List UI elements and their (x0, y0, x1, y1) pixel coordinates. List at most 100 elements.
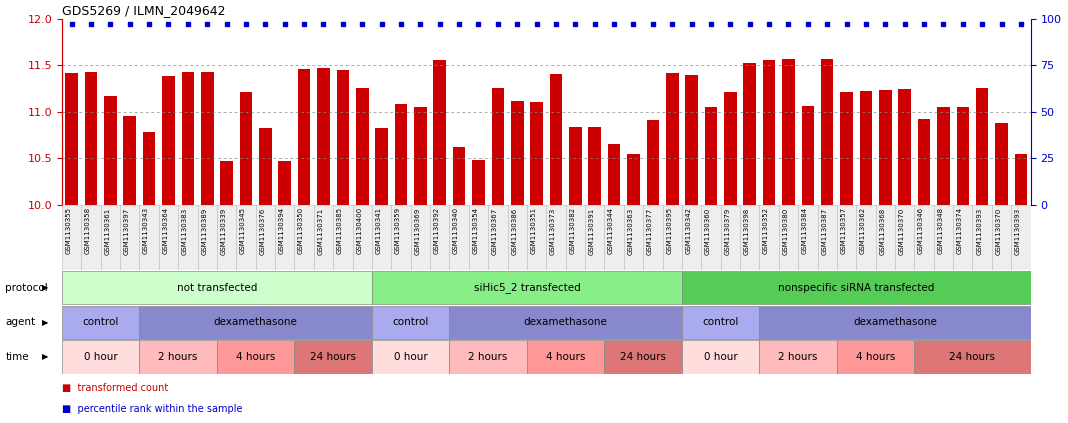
Text: control: control (392, 317, 429, 327)
Text: 0 hour: 0 hour (394, 352, 427, 362)
Text: GSM1130343: GSM1130343 (143, 207, 150, 255)
Text: siHic5_2 transfected: siHic5_2 transfected (473, 282, 580, 293)
Text: GSM1130387: GSM1130387 (821, 207, 828, 255)
Bar (531, 102, 543, 205)
Bar (491, 88, 504, 205)
Bar (472, 160, 485, 205)
Bar (681, 205, 702, 270)
Bar (724, 92, 737, 205)
Bar (120, 205, 140, 270)
Text: 4 hours: 4 hours (855, 352, 895, 362)
Bar (450, 306, 681, 339)
Bar (898, 89, 911, 205)
Text: ■  transformed count: ■ transformed count (62, 383, 168, 393)
Text: dexamethasone: dexamethasone (214, 317, 298, 327)
Bar (957, 107, 969, 205)
Text: GSM1130391: GSM1130391 (588, 207, 595, 255)
Bar (239, 92, 252, 205)
Text: 4 hours: 4 hours (236, 352, 276, 362)
Bar (627, 154, 640, 205)
Bar (604, 205, 624, 270)
Text: GSM1130345: GSM1130345 (240, 207, 246, 254)
Bar (260, 129, 271, 205)
Bar (681, 271, 1031, 304)
Bar (686, 75, 697, 205)
Bar (217, 205, 236, 270)
Text: GDS5269 / ILMN_2049642: GDS5269 / ILMN_2049642 (62, 5, 225, 17)
Bar (662, 205, 681, 270)
Text: GSM1130393: GSM1130393 (976, 207, 983, 255)
Text: GSM1130398: GSM1130398 (743, 207, 750, 255)
Bar (624, 205, 643, 270)
Text: GSM1130392: GSM1130392 (434, 207, 440, 255)
Text: ■  percentile rank within the sample: ■ percentile rank within the sample (62, 404, 242, 415)
Bar (450, 341, 527, 374)
Bar (1011, 205, 1031, 270)
Bar (779, 205, 798, 270)
Bar (62, 205, 81, 270)
Bar (469, 205, 488, 270)
Text: GSM1130348: GSM1130348 (938, 207, 943, 255)
Bar (782, 59, 795, 205)
Text: 24 hours: 24 hours (949, 352, 995, 362)
Text: GSM1130342: GSM1130342 (686, 207, 692, 254)
Text: GSM1130370: GSM1130370 (898, 207, 905, 255)
Text: GSM1130354: GSM1130354 (472, 207, 478, 254)
Text: dexamethasone: dexamethasone (523, 317, 608, 327)
Bar (84, 71, 97, 205)
Bar (681, 306, 759, 339)
Bar (395, 104, 407, 205)
Bar (356, 88, 368, 205)
Bar (124, 116, 136, 205)
Text: GSM1130383: GSM1130383 (182, 207, 188, 255)
Bar (608, 144, 621, 205)
Text: agent: agent (5, 317, 35, 327)
Bar (217, 341, 295, 374)
Text: GSM1130384: GSM1130384 (802, 207, 807, 255)
Text: nonspecific siRNA transfected: nonspecific siRNA transfected (779, 283, 934, 293)
Bar (372, 271, 681, 304)
Text: GSM1130374: GSM1130374 (957, 207, 963, 255)
Bar (333, 205, 352, 270)
Bar (666, 73, 678, 205)
Bar (860, 91, 873, 205)
Bar (973, 205, 992, 270)
Bar (604, 341, 681, 374)
Bar (140, 306, 372, 339)
Bar (434, 60, 446, 205)
Text: GSM1130358: GSM1130358 (85, 207, 91, 255)
Text: GSM1130380: GSM1130380 (783, 207, 788, 255)
Text: GSM1130367: GSM1130367 (492, 207, 498, 255)
Bar (546, 205, 566, 270)
Text: ▶: ▶ (42, 352, 48, 362)
Text: ▶: ▶ (42, 283, 48, 292)
Bar (414, 107, 426, 205)
Text: 2 hours: 2 hours (779, 352, 818, 362)
Bar (841, 92, 853, 205)
Text: GSM1130385: GSM1130385 (336, 207, 343, 255)
Bar (914, 341, 1031, 374)
Text: GSM1130346: GSM1130346 (918, 207, 924, 255)
Text: protocol: protocol (5, 283, 48, 293)
Bar (933, 205, 953, 270)
Text: GSM1130351: GSM1130351 (531, 207, 536, 255)
Bar (140, 341, 217, 374)
Text: GSM1130376: GSM1130376 (260, 207, 265, 255)
Text: GSM1130340: GSM1130340 (453, 207, 459, 255)
Bar (995, 123, 1008, 205)
Text: GSM1130339: GSM1130339 (221, 207, 226, 255)
Bar (879, 90, 892, 205)
Text: GSM1130344: GSM1130344 (608, 207, 614, 254)
Text: 2 hours: 2 hours (158, 352, 198, 362)
Bar (430, 205, 450, 270)
Bar (702, 205, 721, 270)
Bar (276, 205, 295, 270)
Bar (705, 107, 718, 205)
Bar (992, 205, 1011, 270)
Text: GSM1130393: GSM1130393 (1015, 207, 1021, 255)
Bar (100, 205, 120, 270)
Text: GSM1130386: GSM1130386 (512, 207, 517, 255)
Bar (372, 341, 450, 374)
Bar (646, 120, 659, 205)
Bar (236, 205, 255, 270)
